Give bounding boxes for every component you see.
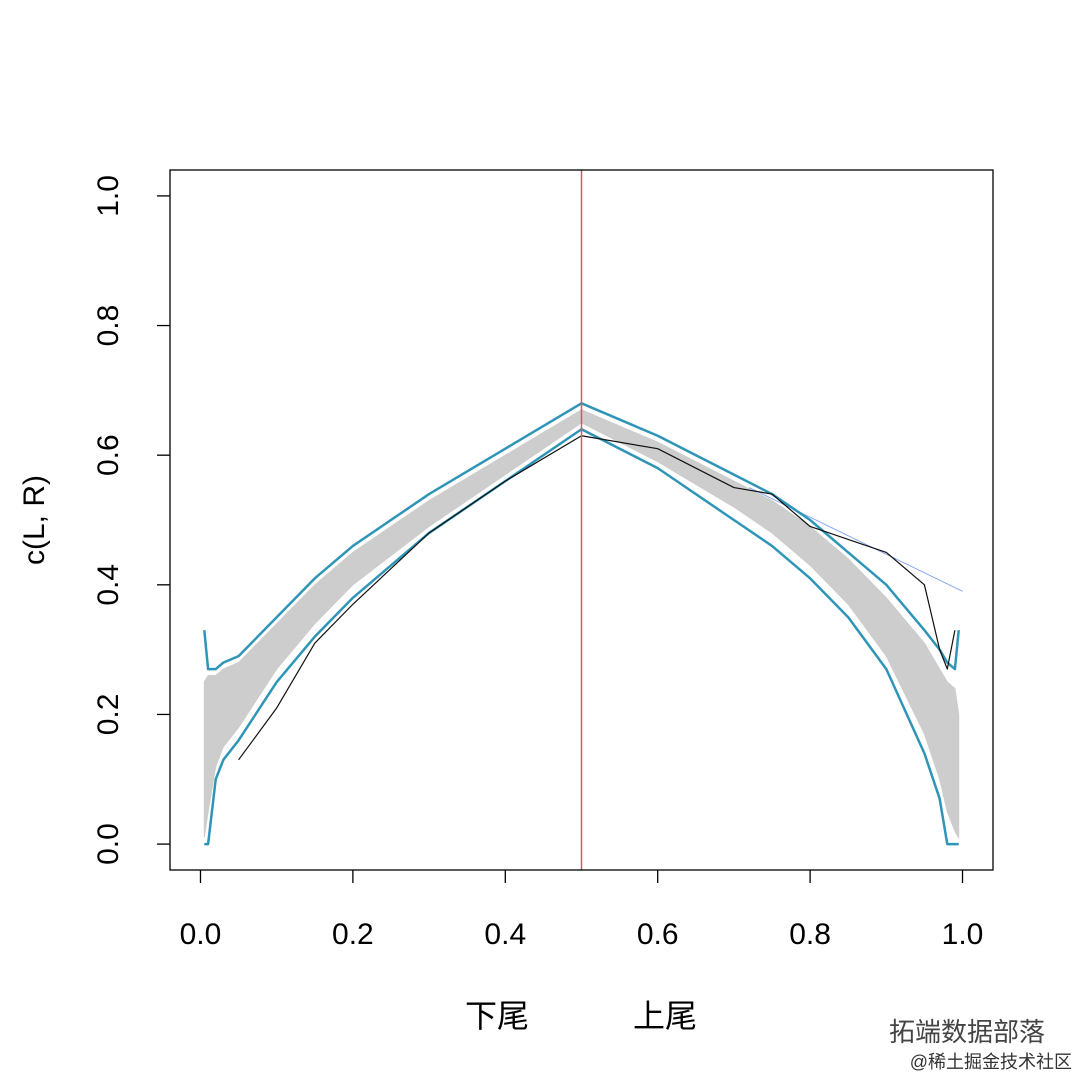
x-tick-label: 0.0 [180, 918, 222, 951]
x-tick-label: 0.2 [332, 918, 374, 951]
x-tick-label: 0.8 [789, 918, 831, 951]
watermark: 拓端数据部落 [889, 1017, 1045, 1047]
series-line [238, 435, 956, 761]
y-axis-label: c(L, R) [18, 475, 51, 565]
y-tick-label: 0.4 [92, 564, 125, 606]
y-tick-label: 1.0 [92, 175, 125, 217]
plot-frame [169, 169, 994, 871]
watermark: @稀土掘金技术社区 [910, 1052, 1072, 1072]
y-tick-label: 0.8 [92, 305, 125, 347]
y-tick-label: 0.2 [92, 694, 125, 736]
x-annotation: 下尾 [465, 998, 529, 1034]
series-line [204, 428, 959, 846]
x-tick-label: 0.4 [484, 918, 526, 951]
simulation-band [203, 409, 960, 840]
x-annotation: 上尾 [633, 998, 697, 1034]
y-tick-label: 0.0 [92, 823, 125, 865]
y-tick-label: 0.6 [92, 434, 125, 476]
x-tick-label: 1.0 [942, 918, 984, 951]
x-tick-label: 0.6 [637, 918, 679, 951]
series-line [203, 402, 960, 671]
